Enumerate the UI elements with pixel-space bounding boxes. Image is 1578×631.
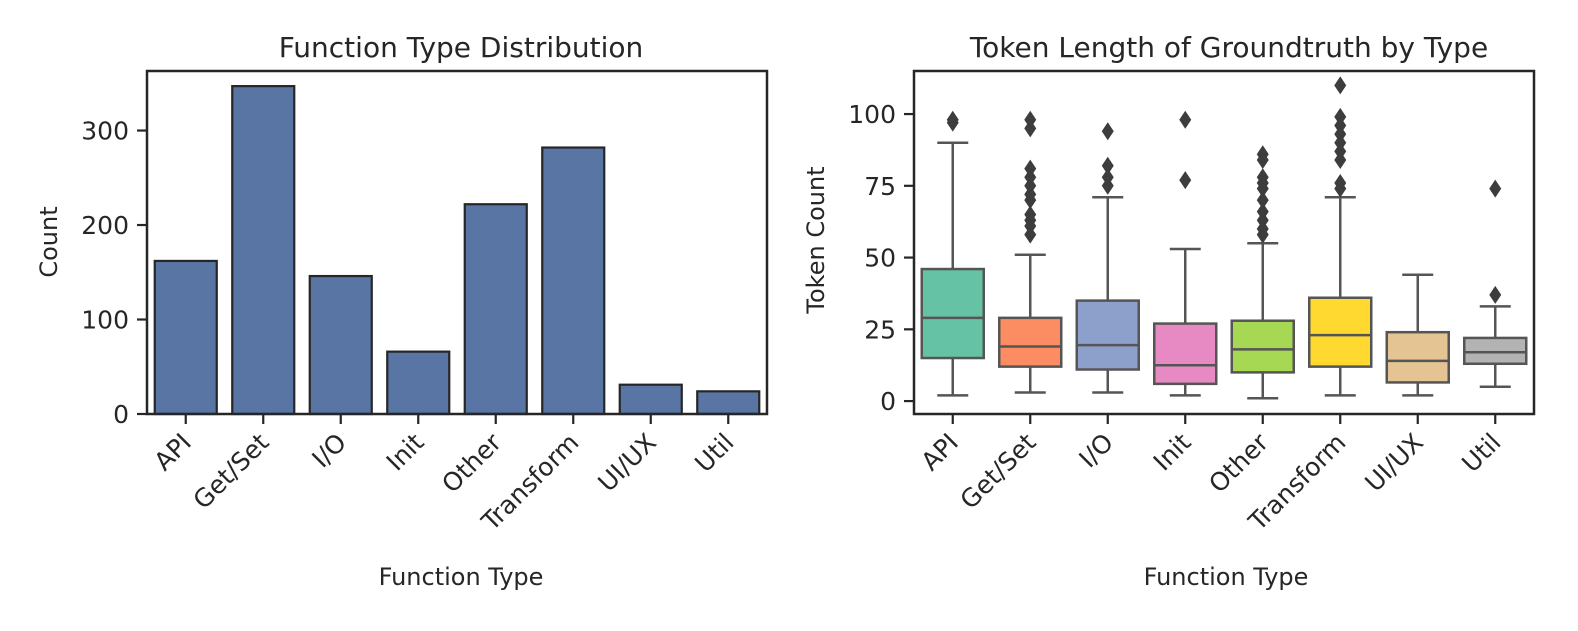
box-xtick-label: Other <box>1203 427 1274 498</box>
box-outlier <box>1101 122 1114 141</box>
box-outlier <box>1179 110 1192 129</box>
box-outlier <box>1024 159 1037 178</box>
bar-ui-ux <box>618 383 683 416</box>
bar-other <box>463 203 528 416</box>
bar-chart-ylabel: Count <box>35 206 63 277</box>
box-outlier <box>1334 107 1347 126</box>
box-xtick-label: UI/UX <box>1359 428 1429 498</box>
bar-xtick-label: Other <box>436 427 507 498</box>
box-chart-ylabel: Token Count <box>802 166 830 314</box>
box-i-o <box>1075 122 1140 394</box>
box-other <box>1230 145 1295 400</box>
bar-util <box>696 390 761 416</box>
box-get-set <box>998 110 1063 394</box>
bar-ytick-label: 100 <box>81 306 129 335</box>
box-ui-ux <box>1385 273 1450 397</box>
bar-ytick-label: 200 <box>81 211 129 240</box>
bar-i-o <box>308 274 373 416</box>
box-outlier <box>1334 76 1347 95</box>
box-ytick-label: 50 <box>864 244 896 273</box>
box-outlier <box>1489 179 1502 198</box>
bar-xtick-label: Init <box>381 428 430 477</box>
box-ytick-label: 75 <box>864 172 896 201</box>
box-chart-title: Token Length of Groundtruth by Type <box>969 31 1488 64</box>
box-iqr <box>920 267 985 360</box>
box-outlier <box>1256 145 1269 164</box>
bar-get-set <box>231 85 296 416</box>
bar-chart: Function Type Distribution Function Type… <box>35 31 769 591</box>
bar-ytick-label: 300 <box>81 117 129 146</box>
box-xtick-label: API <box>916 428 964 476</box>
box-outlier <box>1024 205 1037 224</box>
box-iqr <box>1385 330 1450 384</box>
box-api <box>920 110 985 397</box>
box-iqr <box>1075 299 1140 371</box>
bar-transform <box>541 146 606 416</box>
bar-xtick-label: Get/Set <box>187 428 274 515</box>
box-chart-xlabel: Function Type <box>1144 563 1309 591</box>
box-outlier <box>1101 168 1114 187</box>
box-outlier <box>1101 156 1114 175</box>
box-iqr <box>998 316 1063 368</box>
box-xtick-label: Util <box>1456 428 1506 478</box>
bar-xtick-label: UI/UX <box>592 428 662 498</box>
box-chart-frame <box>912 69 1536 416</box>
box-iqr <box>1230 319 1295 374</box>
box-ytick-label: 0 <box>880 387 896 416</box>
box-outlier <box>1256 202 1269 221</box>
box-iqr <box>1153 322 1218 386</box>
box-ytick-label: 100 <box>848 100 896 129</box>
bar-xtick-label: API <box>149 428 197 476</box>
box-xtick-label: Init <box>1148 428 1197 477</box>
bar-chart-xlabel: Function Type <box>379 563 544 591</box>
box-outlier <box>1334 173 1347 192</box>
box-transform <box>1308 76 1373 397</box>
box-outlier <box>1024 110 1037 129</box>
bar-chart-frame <box>145 69 769 416</box>
box-init <box>1153 110 1218 397</box>
box-outlier <box>1179 171 1192 190</box>
bar-ytick-label: 0 <box>113 400 129 429</box>
bar-xtick-label: I/O <box>306 428 352 474</box>
bar-api <box>153 259 218 416</box>
box-util <box>1463 179 1528 388</box>
box-iqr <box>1308 296 1373 368</box>
box-iqr <box>1463 336 1528 366</box>
box-outlier <box>1489 285 1502 304</box>
box-outlier <box>1256 191 1269 210</box>
box-outlier <box>1256 168 1269 187</box>
box-ytick-label: 25 <box>864 315 896 344</box>
box-xtick-label: Get/Set <box>954 428 1041 515</box>
box-outlier <box>946 110 959 129</box>
box-chart: Token Length of Groundtruth by Type Func… <box>802 31 1536 591</box>
box-xtick-label: I/O <box>1073 428 1119 474</box>
bar-chart-title: Function Type Distribution <box>279 31 644 64</box>
bar-init <box>386 350 451 416</box>
bar-xtick-label: Util <box>689 428 739 478</box>
